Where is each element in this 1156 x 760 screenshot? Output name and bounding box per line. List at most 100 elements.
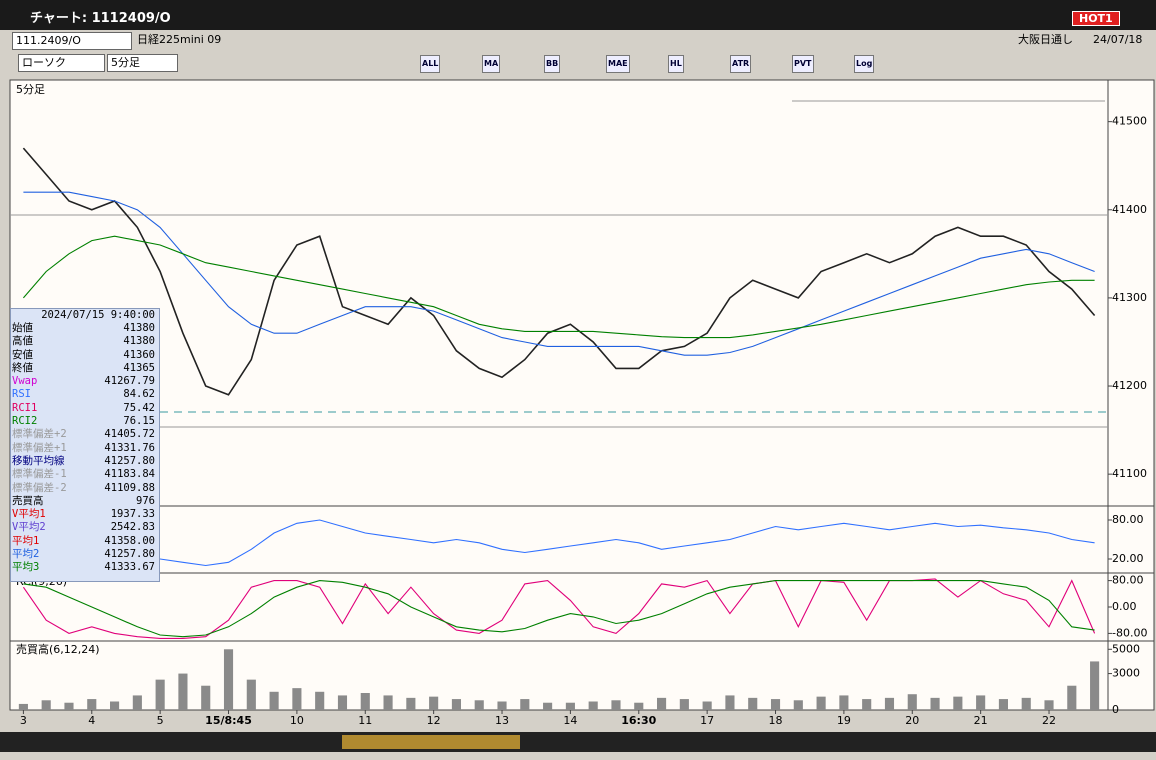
volume-bar (383, 695, 393, 710)
tool-button[interactable]: ALL (420, 55, 441, 73)
info-row: 高値 41380 (11, 335, 159, 348)
volume-bar (611, 700, 621, 710)
x-tick-label: 11 (358, 714, 372, 727)
info-value: 41257.80 (104, 548, 155, 561)
volume-bar (41, 700, 51, 710)
tool-button[interactable]: MA (482, 55, 501, 73)
y-tick-label: 20.00 (1112, 552, 1144, 565)
info-value: 41257.80 (104, 454, 155, 467)
tool-button[interactable]: BB (544, 55, 561, 73)
info-label: 平均3 (12, 561, 40, 574)
y-tick-label: 80.00 (1112, 513, 1144, 526)
x-tick-label: 20 (905, 714, 919, 727)
x-tick-label: 15/8:45 (205, 714, 252, 727)
panel-title: 5分足 (16, 83, 45, 96)
volume-bar (839, 695, 849, 710)
volume-bar (793, 700, 803, 710)
series-line (23, 580, 1095, 638)
info-value: 41109.88 (104, 481, 155, 494)
y-tick-label: 0 (1112, 703, 1119, 716)
info-value: 41365 (123, 361, 155, 374)
volume-bar (360, 693, 370, 710)
x-tick-label: 4 (88, 714, 95, 727)
tool-button[interactable]: Log (854, 55, 875, 73)
info-value: 41358.00 (104, 534, 155, 547)
x-tick-label: 21 (974, 714, 988, 727)
volume-bar (543, 702, 553, 710)
volume-bar (725, 695, 735, 710)
info-row: 移動平均線 41257.80 (11, 455, 159, 468)
volume-bar (406, 697, 416, 710)
info-value: 1937.33 (110, 508, 155, 521)
symbol-box[interactable]: 111.2409/O (12, 32, 132, 50)
series-line (23, 191, 1095, 356)
x-tick-label: 18 (769, 714, 783, 727)
interval-select[interactable]: 5分足 (107, 54, 178, 72)
tool-button[interactable]: PVT (792, 55, 814, 73)
y-tick-label: 0.00 (1112, 600, 1137, 613)
chart: 5分足 41100 41200 41300 41400 41500 3 4 5 15/8:45 10… (0, 79, 1156, 752)
tool-button[interactable]: MAE (606, 55, 630, 73)
info-label: 標準偏差+1 (12, 441, 67, 454)
symbol-name: 日経225mini 09 (137, 33, 222, 46)
info-value: 84.62 (123, 388, 155, 401)
x-tick-label: 14 (563, 714, 577, 727)
volume-bar (679, 699, 689, 710)
volume-bar (223, 649, 234, 710)
info-row: 始値 41380 (11, 322, 159, 335)
tool-button[interactable]: ATR (730, 55, 752, 73)
volume-bar (1067, 685, 1077, 710)
info-row: 平均1 41358.00 (11, 535, 159, 548)
y-tick-label: -80.00 (1112, 626, 1147, 639)
x-tick-label: 3 (20, 714, 27, 727)
info-label: RCI1 (12, 401, 38, 414)
info-row: 平均2 41257.80 (11, 548, 159, 561)
info-datetime: 2024/07/15 9:40:00 (41, 309, 155, 321)
volume-bar (884, 697, 895, 710)
y-tick-label: 5000 (1112, 642, 1140, 655)
info-label: 標準偏差-2 (12, 481, 67, 494)
volume-bar (953, 696, 963, 710)
style-select[interactable]: ローソク (18, 54, 105, 72)
info-value: 976 (136, 494, 155, 507)
volume-bar (269, 691, 279, 710)
volume-bar (497, 701, 507, 710)
info-label: 高値 (12, 335, 33, 348)
info-label: 安値 (12, 348, 33, 361)
y-tick-label: 41300 (1112, 291, 1147, 304)
volume-bar (64, 702, 74, 710)
info-label: V平均2 (12, 521, 46, 534)
volume-bar (18, 703, 28, 710)
volume-bar (702, 701, 712, 710)
info-row: RCI2 76.15 (11, 415, 159, 428)
info-label: Vwap (12, 375, 38, 388)
info-value: 41331.76 (104, 441, 155, 454)
info-row: Vwap 41267.79 (11, 375, 159, 388)
info-value: 41360 (123, 348, 155, 361)
x-tick-label: 10 (290, 714, 304, 727)
tool-button[interactable]: HL (668, 55, 684, 73)
volume-bar (862, 699, 872, 710)
x-tick-label: 16:30 (621, 714, 656, 727)
volume-bar (907, 694, 917, 710)
x-tick-label: 22 (1042, 714, 1056, 727)
info-label: 終値 (12, 361, 33, 374)
info-label: 標準偏差+2 (12, 428, 67, 441)
volume-bar (520, 699, 530, 710)
info-label: 始値 (12, 322, 33, 334)
volume-bar (588, 701, 598, 710)
info-row: 標準偏差+1 41331.76 (11, 442, 159, 455)
y-tick-label: 80.00 (1112, 574, 1144, 587)
info-value: 76.15 (123, 415, 155, 428)
scroll-thumb[interactable] (342, 735, 520, 749)
info-label: 標準偏差-1 (12, 468, 67, 481)
window-title: チャート: 1112409/O (30, 11, 171, 26)
volume-bar (657, 697, 667, 710)
info-row: 平均3 41333.67 (11, 561, 159, 574)
hot-button[interactable]: HOT1 (1072, 11, 1120, 26)
info-row: 標準偏差-2 41109.88 (11, 482, 159, 495)
volume-bar (816, 696, 826, 710)
info-label: RSI (12, 388, 31, 401)
info-row: 売買高 976 (11, 495, 159, 508)
scrollbar[interactable] (0, 732, 1156, 752)
